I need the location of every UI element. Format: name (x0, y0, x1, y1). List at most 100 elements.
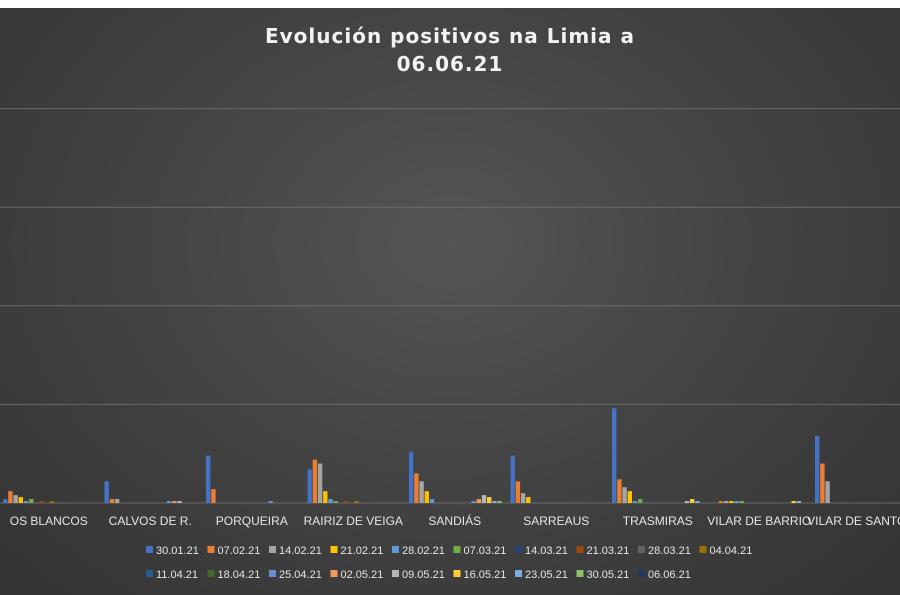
bar (471, 501, 476, 503)
legend-label: 07.02.21 (218, 545, 261, 557)
bar (429, 499, 435, 503)
legend-swatch (699, 546, 707, 553)
legend-swatch (576, 570, 584, 577)
chart-area: Evolución positivos na Limia a 06.06.21 … (0, 8, 900, 595)
legend-label: 18.04.21 (218, 569, 261, 581)
legend-label: 21.03.21 (587, 545, 630, 557)
bar (487, 497, 492, 503)
legend-swatch (146, 546, 153, 553)
bar (476, 499, 481, 503)
bar (497, 501, 502, 503)
bar (739, 501, 744, 503)
legend-label: 30.05.21 (587, 569, 630, 581)
bar (49, 501, 55, 503)
category-label: SARREAUS (523, 514, 589, 528)
bar (39, 501, 44, 503)
bar (419, 481, 424, 503)
bar (312, 459, 318, 503)
bar (414, 473, 419, 503)
bar (166, 501, 172, 503)
bar (510, 455, 515, 503)
legend-swatch (576, 546, 584, 553)
legend-swatch (453, 570, 461, 577)
bar (492, 501, 497, 503)
category-label: VILAR DE SANTOS (807, 514, 900, 528)
bar (481, 495, 487, 503)
legend-swatch (515, 546, 522, 553)
legend-swatch (330, 570, 338, 577)
bar (612, 408, 617, 503)
bar (796, 501, 802, 503)
legend-label: 14.02.21 (279, 545, 322, 557)
bar (206, 455, 211, 503)
bar (695, 501, 700, 503)
legend-swatch (638, 570, 645, 577)
bar (627, 491, 632, 503)
category-label: OS BLANCOS (10, 514, 88, 528)
category-label: VILAR DE BARRIO (707, 514, 811, 528)
bar (307, 469, 312, 503)
category-label: RAIRIZ DE VEIGA (304, 514, 403, 528)
bar (515, 481, 521, 503)
bar (723, 501, 729, 503)
legend-swatch (392, 570, 399, 577)
bar (409, 451, 414, 503)
bar (622, 487, 627, 503)
bar (825, 481, 830, 503)
bar (29, 499, 34, 503)
category-label: SANDIÁS (428, 513, 481, 528)
legend-label: 09.05.21 (402, 569, 445, 581)
bar (815, 435, 820, 503)
bar (177, 501, 182, 503)
bar (632, 501, 638, 503)
legend-swatch (207, 546, 215, 553)
legend-label: 16.05.21 (464, 569, 507, 581)
bar (526, 497, 531, 503)
bar (23, 501, 29, 503)
category-label: TRASMIRAS (623, 514, 693, 528)
category-label: CALVOS DE R. (109, 514, 192, 528)
legend-label: 28.02.21 (402, 545, 445, 557)
legend-swatch (330, 546, 338, 553)
bar (617, 479, 622, 503)
bar (684, 501, 690, 503)
legend-label: 28.03.21 (648, 545, 691, 557)
bar (172, 501, 177, 503)
bar (718, 501, 724, 503)
bar (109, 499, 115, 503)
bar (317, 463, 323, 503)
bar (734, 501, 739, 503)
bar (211, 489, 216, 503)
legend-swatch (207, 570, 215, 577)
legend-label: 23.05.21 (525, 569, 568, 581)
legend-swatch (638, 546, 645, 553)
chart-title-line-1: Evolución positivos na Limia a (264, 24, 635, 48)
bar (354, 501, 359, 503)
legend-label: 04.04.21 (710, 545, 753, 557)
legend-swatch (269, 570, 276, 577)
legend-swatch (453, 546, 461, 553)
bar (690, 499, 695, 503)
legend-label: 06.06.21 (648, 569, 691, 581)
chart-svg: OS BLANCOS CALVOS DE R. PORQUEIRA RAIRIZ DE… (0, 108, 900, 581)
legend-label: 02.05.21 (341, 569, 384, 581)
legend-label: 07.03.21 (464, 545, 507, 557)
legend-swatch (269, 546, 276, 553)
bar (638, 499, 643, 503)
legend-swatch (146, 570, 153, 577)
bar (333, 501, 338, 503)
legend-label: 30.01.21 (156, 545, 199, 557)
bar (268, 501, 273, 503)
bar (424, 491, 429, 503)
chart-title: Evolución positivos na Limia a 06.06.21 (0, 22, 900, 78)
bar (791, 501, 796, 503)
bar (114, 499, 120, 503)
legend-label: 21.02.21 (341, 545, 384, 557)
chart-title-line-2: 06.06.21 (396, 52, 504, 76)
bar (13, 495, 18, 503)
legend-label: 11.04.21 (156, 569, 198, 581)
bar (820, 463, 825, 503)
legend-label: 25.04.21 (279, 569, 322, 581)
bar (328, 499, 333, 503)
bar (323, 491, 328, 503)
